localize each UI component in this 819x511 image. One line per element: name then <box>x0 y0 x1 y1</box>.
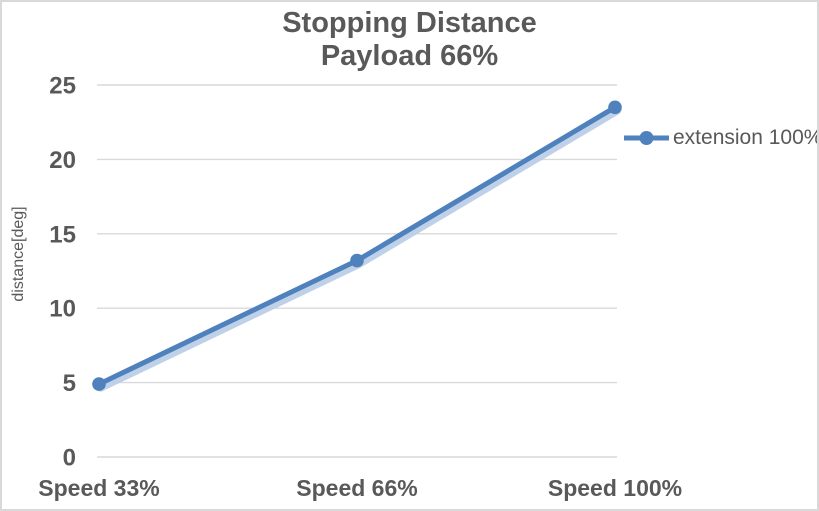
chart-title-line1: Stopping Distance <box>282 7 537 39</box>
legend-circle-icon <box>639 131 654 145</box>
data-point-marker <box>608 100 622 115</box>
chart-title-line2: Payload 66% <box>320 40 499 72</box>
series-line <box>96 104 618 387</box>
y-tick-label: 0 <box>63 445 76 472</box>
y-axis-title: distance[deg] <box>10 206 27 301</box>
y-tick-label: 15 <box>49 221 76 248</box>
y-tick-label: 20 <box>49 147 76 174</box>
x-axis-label: Speed 66% <box>296 475 417 501</box>
legend-series-marker-icon <box>624 131 669 145</box>
chart-title: Stopping Distance Payload 66% <box>2 7 817 73</box>
legend: extension 100% <box>623 126 819 150</box>
x-axis-label: Speed 33% <box>38 475 159 501</box>
y-tick-label: 5 <box>63 370 76 397</box>
y-tick-label: 10 <box>49 296 76 323</box>
y-tick-label: 25 <box>49 73 76 100</box>
legend-label: extension 100% <box>673 126 819 149</box>
data-point-marker <box>92 377 106 391</box>
x-axis-label: Speed 100% <box>548 475 682 501</box>
data-point-marker <box>350 253 364 268</box>
